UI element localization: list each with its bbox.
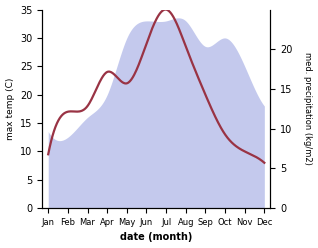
Y-axis label: max temp (C): max temp (C) (5, 78, 15, 140)
Y-axis label: med. precipitation (kg/m2): med. precipitation (kg/m2) (303, 52, 313, 165)
X-axis label: date (month): date (month) (120, 232, 192, 243)
